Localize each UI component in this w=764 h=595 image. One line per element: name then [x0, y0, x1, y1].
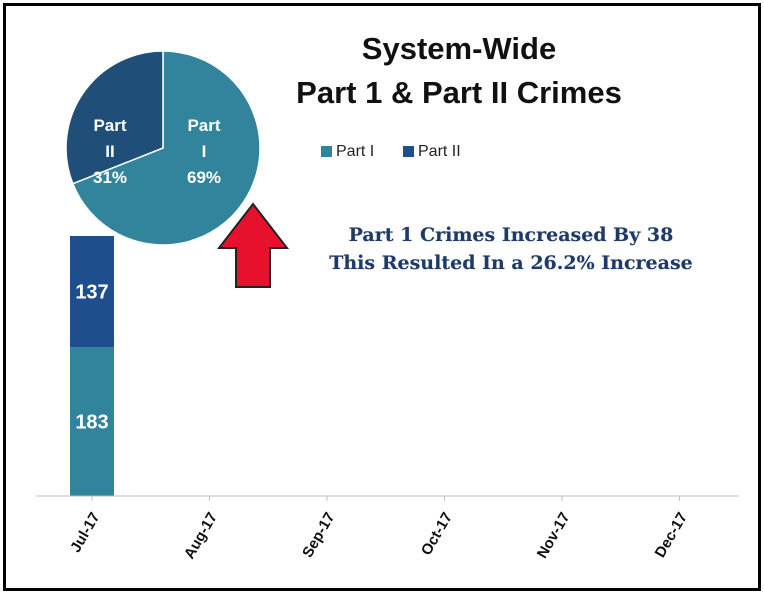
pie-label-part-ii: Part — [93, 116, 126, 135]
legend: Part I Part II — [321, 143, 461, 160]
pie-slice-part-ii — [65, 50, 164, 185]
pie-label-part-ii: II — [105, 142, 114, 161]
bar-stack-group: 183 137 — [70, 236, 114, 496]
pie-chart: Part I 69% Part II 31% — [65, 50, 261, 246]
red-up-arrow-icon — [216, 202, 290, 288]
bar-value-label: 137 — [75, 282, 108, 304]
pie-label-part-i: Part — [187, 116, 220, 135]
x-tick-label: Aug-17 — [181, 510, 221, 563]
x-tick-label: Nov-17 — [534, 510, 574, 562]
chart-canvas: System-Wide Part 1 & Part II Crimes Part… — [36, 31, 738, 562]
pie-label-part-ii: 31% — [93, 168, 127, 187]
x-axis-ticks: Jul-17 Aug-17 Sep-17 Oct-17 Nov-17 Dec-17 — [67, 496, 691, 562]
annotation-line2: This Resulted In a 26.2% Increase — [329, 252, 693, 274]
x-tick-label: Dec-17 — [652, 510, 691, 561]
chart-title-line2: Part 1 & Part II Crimes — [296, 75, 622, 110]
annotation-line1: Part 1 Crimes Increased By 38 — [349, 224, 674, 246]
legend-label-part-i: Part I — [336, 143, 374, 160]
pie-slice-part-i — [71, 50, 261, 246]
legend-label-part-ii: Part II — [418, 143, 461, 160]
pie-label-part-i: 69% — [187, 168, 221, 187]
bar-part-i-jul-17 — [70, 347, 114, 496]
x-tick-label: Oct-17 — [418, 510, 456, 559]
bar-part-ii-jul-17 — [70, 236, 114, 348]
bar-value-label: 183 — [75, 412, 108, 434]
chart-frame: System-Wide Part 1 & Part II Crimes Part… — [3, 3, 761, 591]
x-tick-label: Jul-17 — [67, 510, 103, 556]
legend-swatch-part-i — [321, 146, 332, 157]
chart-title-line1: System-Wide — [362, 31, 556, 66]
pie-label-part-i: I — [202, 142, 207, 161]
legend-swatch-part-ii — [403, 146, 414, 157]
x-tick-label: Sep-17 — [299, 510, 338, 561]
